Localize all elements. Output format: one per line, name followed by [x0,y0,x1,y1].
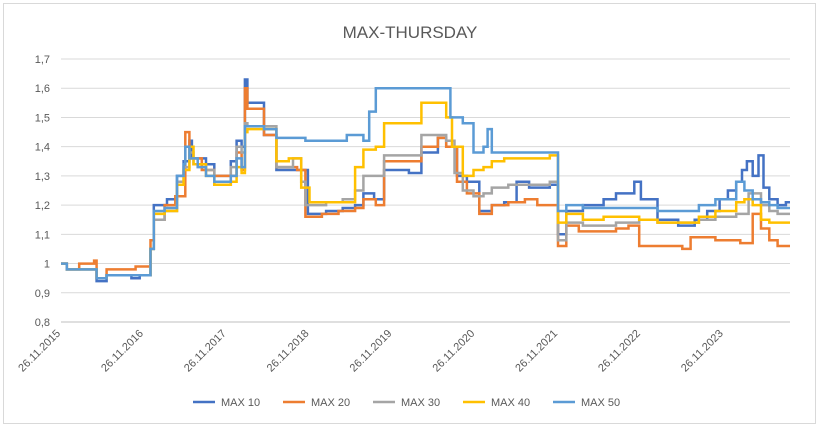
legend-item: MAX 10 [193,397,260,409]
y-tick-label: 1 [44,259,50,271]
chart-svg: MAX-THURSDAY 0,8 0,9 1 1,1 1,2 1,3 1,4 1,5 1,6 1,… [16,23,790,409]
chart-frame: MAX-THURSDAY 0,8 0,9 1 1,1 1,2 1,3 1,4 1,5 1,6 1,… [3,3,816,424]
legend-label: MAX 50 [581,397,620,409]
y-tick-label: 1,3 [35,171,50,183]
series-line-max-40 [61,101,790,280]
legend-label: MAX 10 [221,397,260,409]
series-lines [61,78,790,283]
x-tick-label: 26.11.2015 [16,328,63,375]
series-line-max-50 [61,86,790,280]
x-tick-label: 26.11.2019 [348,328,395,375]
chart-title: MAX-THURSDAY [343,23,478,42]
y-tick-label: 1,7 [35,54,50,66]
legend-item: MAX 30 [373,397,440,409]
y-axis-tick-labels: 0,8 0,9 1 1,1 1,2 1,3 1,4 1,5 1,6 1,7 [35,54,50,329]
grid-lines [61,58,790,294]
y-tick-label: 1,5 [35,112,50,124]
series-line-max-20 [61,86,790,280]
y-tick-label: 1,2 [35,200,50,212]
x-axis-tick-labels: 26.11.2015 26.11.2016 26.11.2017 26.11.2018… [16,328,726,375]
x-tick-label: 26.11.2016 [99,328,146,375]
x-tick-label: 26.11.2018 [265,328,312,375]
legend-label: MAX 20 [311,397,350,409]
y-tick-label: 1,6 [35,83,50,95]
x-tick-label: 26.11.2020 [430,328,477,375]
y-tick-label: 0,8 [35,317,50,329]
legend-label: MAX 30 [401,397,440,409]
legend: MAX 10 MAX 20 MAX 30 MAX 40 MAX 50 [193,397,620,409]
legend-label: MAX 40 [491,397,530,409]
y-tick-label: 1,1 [35,229,50,241]
x-tick-label: 26.11.2017 [182,328,229,375]
x-tick-label: 26.11.2021 [513,328,560,375]
y-tick-label: 0,9 [35,288,50,300]
x-tick-label: 26.11.2023 [679,328,726,375]
x-tick-label: 26.11.2022 [596,328,643,375]
y-tick-label: 1,4 [35,142,50,154]
legend-item: MAX 20 [283,397,350,409]
legend-item: MAX 50 [553,397,620,409]
series-line-max-10 [61,78,790,283]
legend-item: MAX 40 [463,397,530,409]
